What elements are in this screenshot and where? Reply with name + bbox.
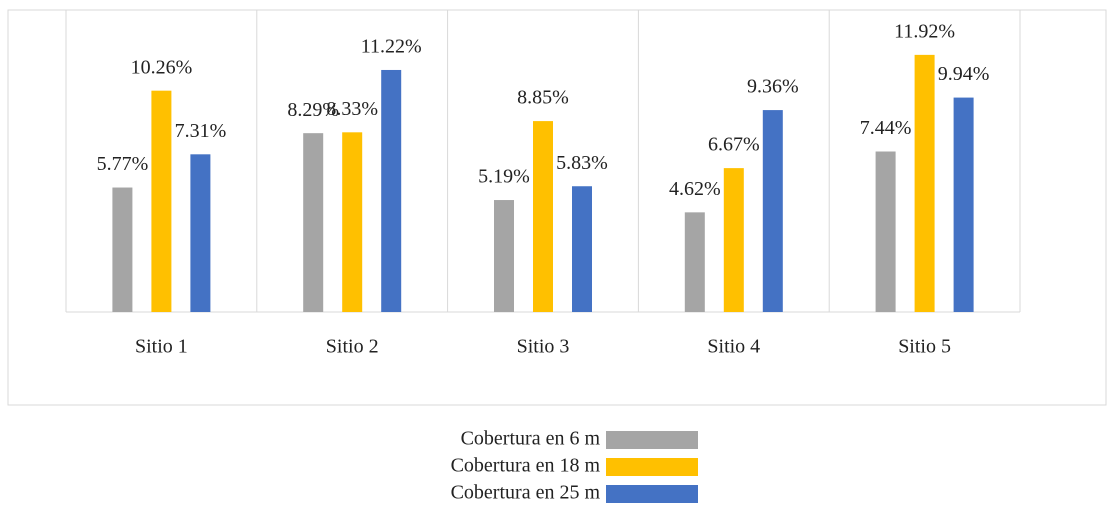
bar	[303, 133, 324, 312]
bar	[762, 110, 783, 312]
legend-label: Cobertura en 6 m	[461, 428, 601, 450]
legend-swatch	[606, 458, 698, 476]
bar	[875, 151, 896, 312]
bar	[381, 69, 402, 313]
bar	[190, 154, 211, 312]
data-label: 11.22%	[361, 36, 422, 58]
data-label: 8.85%	[517, 87, 569, 109]
bar	[953, 97, 974, 312]
bar	[494, 200, 514, 312]
legend-swatch	[606, 485, 698, 503]
data-label: 8.29%	[287, 99, 339, 121]
bar	[533, 121, 553, 312]
data-label: 7.44%	[860, 117, 912, 139]
bar	[151, 90, 172, 312]
data-label: 7.31%	[175, 120, 227, 142]
x-tick-label: Sitio 1	[135, 336, 188, 358]
bar	[723, 168, 744, 312]
data-label: 4.62%	[669, 178, 721, 200]
bar	[684, 212, 705, 312]
data-label: 10.26%	[131, 56, 193, 78]
x-tick-label: Sitio 5	[898, 336, 951, 358]
data-label: 5.83%	[556, 152, 608, 174]
data-label: 9.36%	[747, 76, 799, 98]
x-tick-label: Sitio 4	[707, 336, 760, 358]
data-label: 8.33%	[326, 98, 378, 120]
legend-label: Cobertura en 25 m	[451, 482, 601, 504]
data-label: 5.77%	[97, 153, 149, 175]
bar	[572, 186, 592, 312]
data-label: 9.94%	[938, 63, 990, 85]
legend-swatch	[606, 431, 698, 449]
legend-label: Cobertura en 18 m	[451, 455, 601, 477]
bar	[342, 132, 363, 312]
data-label: 6.67%	[708, 134, 760, 156]
bar	[112, 187, 133, 312]
data-label: 11.92%	[894, 20, 955, 42]
x-tick-label: Sitio 3	[517, 336, 570, 358]
data-label: 5.19%	[478, 166, 530, 188]
bar	[914, 54, 935, 313]
x-tick-label: Sitio 2	[326, 336, 379, 358]
